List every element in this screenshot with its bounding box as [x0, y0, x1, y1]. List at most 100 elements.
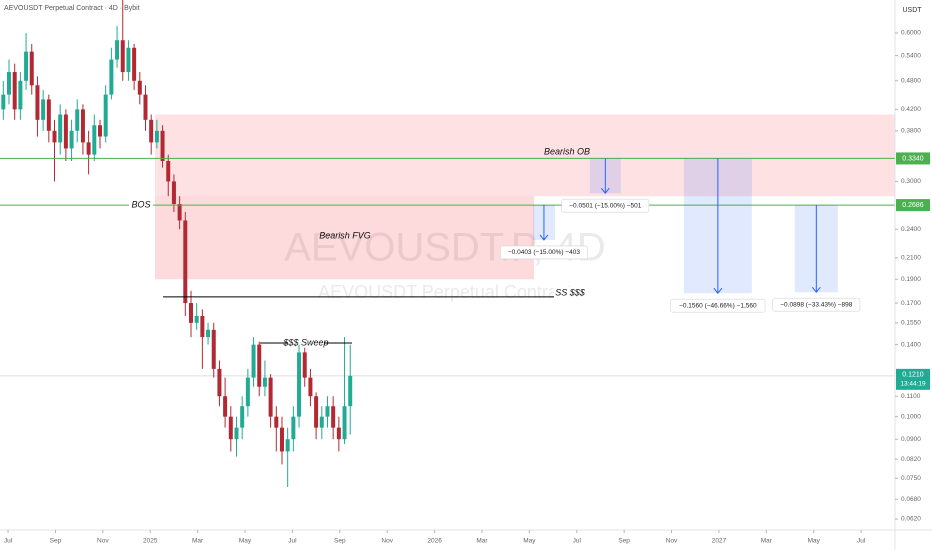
candle-body	[297, 352, 302, 417]
candle-body	[234, 427, 239, 440]
plot: Bearish OB BOS Bearish FVG SS $$$ $$$ Sweep −…	[0, 0, 896, 487]
candle-body	[279, 427, 284, 452]
measure-label: −0.1560 (−46.66%) −1,560	[679, 302, 757, 309]
annotation: $$$ Sweep	[282, 337, 328, 347]
candle-body	[86, 142, 91, 155]
x-tick-label: Jul	[4, 538, 13, 545]
countdown: 13:44:19	[900, 381, 926, 388]
x-tick-label: Nov	[666, 538, 678, 545]
candle-body	[132, 47, 137, 81]
annotation-bg	[129, 199, 153, 211]
candle-body	[29, 51, 34, 86]
candle-body	[75, 109, 80, 131]
candle-body	[319, 416, 324, 428]
annotation: Bearish FVG	[319, 230, 371, 240]
candle-body	[1, 94, 6, 110]
y-tick-label: 0.1700	[901, 300, 921, 307]
price-tag-label: 0.2686	[902, 202, 924, 209]
candle-body	[120, 40, 125, 73]
x-tick-label: Nov	[381, 538, 393, 545]
x-tick-label: Sep	[618, 538, 630, 545]
y-tick-label: 0.6000	[901, 30, 921, 37]
x-tick-label: Jul	[857, 538, 866, 545]
y-tick-label: 0.0680	[901, 496, 921, 503]
measure-label: −0.0501 (−15.00%) −501	[569, 202, 641, 209]
x-tick-label: Mar	[192, 538, 204, 545]
candle-body	[177, 203, 182, 221]
candle-body	[274, 416, 279, 428]
candle-body	[291, 416, 296, 440]
x-tick-label: 2026	[427, 538, 442, 545]
zone	[154, 114, 896, 197]
candle-body	[69, 130, 74, 149]
candle-body	[149, 119, 154, 143]
price-tag	[896, 199, 930, 212]
candle-body	[336, 427, 341, 440]
x-tick-label: Sep	[334, 538, 346, 545]
candle-body	[126, 47, 131, 73]
measure-label-bg	[500, 245, 588, 260]
candle-body	[325, 406, 330, 417]
y-tick-label: 0.1000	[901, 413, 921, 420]
candle-body	[211, 329, 216, 369]
candle-body	[251, 344, 256, 378]
y-tick-label: 0.0750	[901, 475, 921, 482]
header: AEVOUSDT Perpetual Contract · 4D · Bybit	[4, 5, 140, 12]
x-tick-label: May	[239, 538, 252, 545]
candle-body	[46, 99, 51, 131]
candle-body	[348, 375, 353, 407]
y-tick-label: 0.1400	[901, 341, 921, 348]
candle-body	[166, 161, 171, 182]
candle-body	[92, 125, 97, 155]
candle-body	[103, 94, 108, 137]
y-tick-label: 0.1900	[901, 276, 921, 283]
candle-body	[223, 396, 228, 417]
candle-body	[331, 406, 336, 428]
price-tag	[896, 152, 930, 165]
price-tag-label: 0.3340	[902, 155, 924, 162]
annotation: SS $$$	[555, 287, 586, 297]
x-tick-label: Mar	[476, 538, 488, 545]
watermark-description: AEVOUSDT Perpetual Contract	[318, 282, 572, 302]
candle-body	[58, 114, 63, 143]
last-price-tag	[896, 368, 930, 390]
candle-body	[245, 377, 250, 407]
measure-label-bg	[561, 198, 650, 213]
last-price-label: 0.1210	[902, 372, 924, 379]
x-tick-label: Jul	[288, 538, 297, 545]
candle-body	[217, 368, 222, 397]
y-tick-label: 0.2100	[901, 255, 921, 262]
y-tick-label: 0.0900	[901, 436, 921, 443]
candle-body	[80, 109, 85, 143]
candle-body	[171, 181, 176, 204]
candle-body	[183, 220, 188, 304]
candle-body	[35, 85, 40, 120]
candle-body	[314, 396, 319, 428]
x-tick-label: Sep	[50, 538, 62, 545]
candle-body	[194, 316, 199, 323]
annotation: BOS	[131, 199, 150, 209]
candle-body	[63, 114, 68, 149]
candle-body	[285, 439, 290, 452]
candle-body	[160, 130, 165, 162]
y-tick-label: 0.3000	[901, 178, 921, 185]
candle-body	[41, 99, 46, 120]
y-tick-label: 0.0620	[901, 516, 921, 523]
x-tick-label: Mar	[761, 538, 773, 545]
x-tick-label: Nov	[97, 538, 109, 545]
candle-body	[115, 40, 120, 60]
x-tick-label: May	[808, 538, 821, 545]
y-tick-label: 0.3800	[901, 128, 921, 135]
candle-body	[200, 316, 205, 338]
candle-body	[154, 130, 159, 143]
candle-body	[7, 72, 12, 95]
candle-body	[52, 130, 57, 143]
candle-body	[18, 80, 23, 110]
candle-body	[268, 377, 273, 417]
annotation: Bearish OB	[544, 146, 590, 156]
candle-body	[188, 303, 193, 323]
measure-arrowhead	[713, 287, 723, 294]
candle-body	[109, 59, 114, 95]
